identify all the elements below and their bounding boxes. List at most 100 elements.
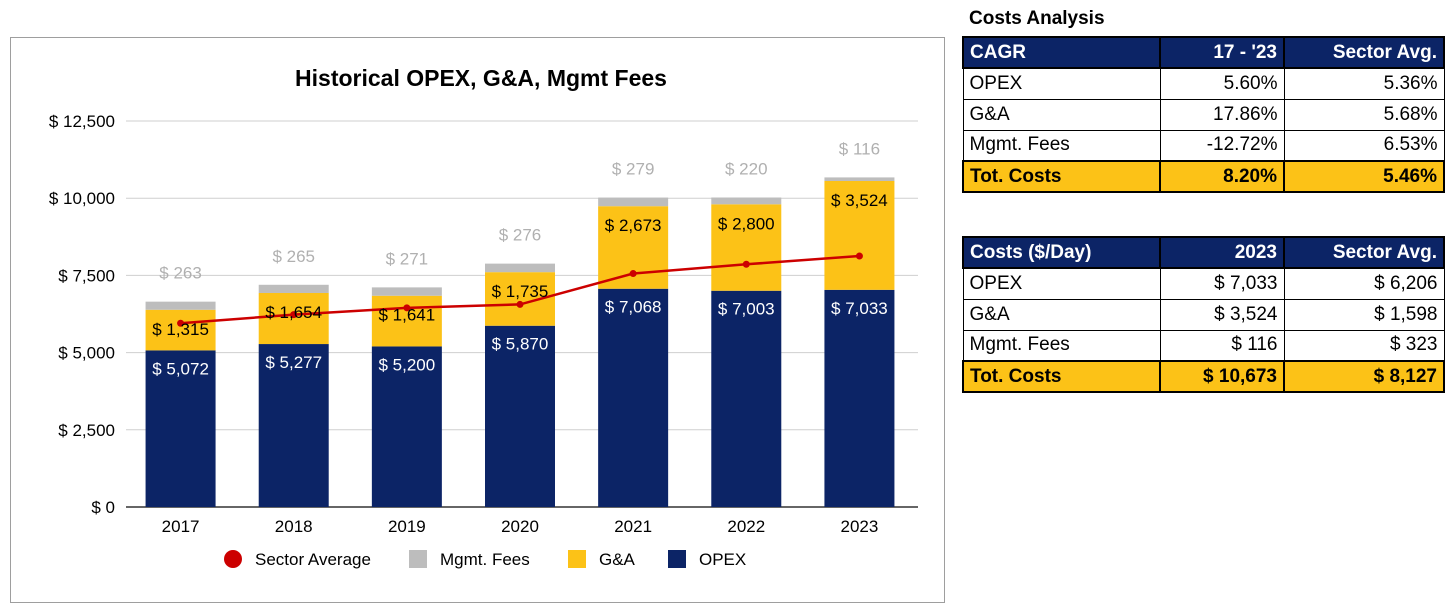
sector-average-point (855, 252, 863, 260)
x-tick-label: 2023 (841, 517, 879, 536)
sector-average-point (742, 260, 750, 268)
value-2023: $ 7,033 (1159, 267, 1285, 300)
stacked-bar-chart: Historical OPEX, G&A, Mgmt Fees $ 0 $ 2,50… (49, 65, 918, 569)
data-label-mgmt-fees: $ 271 (386, 249, 429, 268)
bar-segment-opex (371, 346, 442, 507)
data-label-opex: $ 5,277 (265, 353, 322, 372)
data-label-opex: $ 7,068 (605, 298, 662, 317)
total-sector-avg: 5.46% (1283, 160, 1445, 193)
data-label-ga: $ 3,524 (831, 191, 888, 210)
bar-segment-mgmt-fees (258, 284, 329, 293)
row-label: Mgmt. Fees (962, 329, 1161, 362)
sector-average-point (290, 311, 298, 319)
sector-avg-value: 5.36% (1283, 67, 1445, 100)
data-label-mgmt-fees: $ 265 (272, 247, 315, 266)
total-label: Tot. Costs (962, 160, 1161, 193)
y-tick-label: $ 7,500 (58, 266, 115, 285)
y-tick-label: $ 10,000 (49, 189, 115, 208)
cagr-value: -12.72% (1159, 129, 1285, 162)
bar-segment-mgmt-fees (711, 197, 782, 205)
bar-segment-opex (258, 344, 329, 507)
bar-segment-g-a (145, 309, 216, 351)
cagr-value: 17.86% (1159, 98, 1285, 131)
total-row: Tot. Costs 8.20% 5.46% (962, 160, 1445, 193)
x-tick-label: 2019 (388, 517, 426, 536)
header-cell: CAGR (962, 36, 1161, 69)
data-label-opex: $ 5,870 (492, 335, 549, 354)
data-label-mgmt-fees: $ 220 (725, 159, 768, 178)
chart-panel: Historical OPEX, G&A, Mgmt Fees $ 0 $ 2,50… (10, 37, 945, 603)
y-tick-label: $ 0 (91, 498, 115, 517)
cagr-table: CAGR 17 - '23 Sector Avg. OPEX 5.60% 5.3… (962, 36, 1445, 193)
legend-label: OPEX (699, 550, 746, 569)
x-tick-label: 2022 (727, 517, 765, 536)
data-label-mgmt-fees: $ 263 (159, 264, 202, 283)
sector-average-point (403, 304, 411, 312)
header-cell: Sector Avg. (1283, 36, 1445, 69)
table-row: OPEX $ 7,033 $ 6,206 (962, 267, 1445, 300)
value-2023: $ 3,524 (1159, 298, 1285, 331)
data-label-ga: $ 2,800 (718, 214, 775, 233)
cagr-table-header: CAGR 17 - '23 Sector Avg. (962, 36, 1445, 69)
bar-segment-opex (711, 290, 782, 507)
data-label-opex: $ 5,072 (152, 359, 209, 378)
header-cell: 2023 (1159, 236, 1285, 269)
sector-avg-value: 6.53% (1283, 129, 1445, 162)
data-label-ga: $ 1,654 (265, 303, 322, 322)
data-label-opex: $ 7,003 (718, 300, 775, 319)
sector-avg-value: $ 6,206 (1283, 267, 1445, 300)
total-cagr: 8.20% (1159, 160, 1285, 193)
bar-segment-mgmt-fees (824, 177, 895, 181)
header-cell: 17 - '23 (1159, 36, 1285, 69)
sector-average-point (516, 300, 524, 308)
bar-segment-mgmt-fees (485, 263, 555, 273)
legend-label: Mgmt. Fees (440, 550, 530, 569)
sector-avg-value: $ 323 (1283, 329, 1445, 362)
total-sector-avg: $ 8,127 (1283, 360, 1445, 393)
x-tick-label: 2018 (275, 517, 313, 536)
header-cell: Sector Avg. (1283, 236, 1445, 269)
bar-segment-mgmt-fees (598, 197, 669, 207)
daily-costs-header: Costs ($/Day) 2023 Sector Avg. (962, 236, 1445, 269)
bar-segment-g-a (258, 292, 329, 345)
legend-label: Sector Average (255, 550, 371, 569)
x-tick-label: 2020 (501, 517, 539, 536)
costs-analysis-title: Costs Analysis (969, 8, 1105, 29)
y-tick-label: $ 2,500 (58, 421, 115, 440)
data-label-ga: $ 1,641 (378, 306, 435, 325)
y-tick-label: $ 5,000 (58, 344, 115, 363)
chart-title: Historical OPEX, G&A, Mgmt Fees (295, 65, 667, 91)
bar-segment-g-a (711, 204, 782, 291)
value-2023: $ 116 (1159, 329, 1285, 362)
data-label-mgmt-fees: $ 116 (839, 139, 880, 158)
legend-swatch-opex (668, 550, 686, 568)
data-label-ga: $ 1,735 (492, 282, 549, 301)
table-row: Mgmt. Fees $ 116 $ 323 (962, 329, 1445, 362)
x-tick-label: 2017 (162, 517, 200, 536)
total-label: Tot. Costs (962, 360, 1161, 393)
sector-average-point (177, 319, 185, 327)
data-label-opex: $ 7,033 (831, 299, 888, 318)
table-row: Mgmt. Fees -12.72% 6.53% (962, 129, 1445, 162)
legend-marker-sector-average (224, 550, 242, 568)
bar-segment-mgmt-fees (145, 301, 216, 310)
total-row: Tot. Costs $ 10,673 $ 8,127 (962, 360, 1445, 393)
data-label-mgmt-fees: $ 279 (612, 160, 655, 179)
legend-swatch-g-a (568, 550, 586, 568)
data-label-mgmt-fees: $ 276 (499, 226, 542, 245)
bar-segment-opex (598, 288, 669, 507)
table-row: OPEX 5.60% 5.36% (962, 67, 1445, 100)
row-label: OPEX (962, 267, 1161, 300)
data-label-opex: $ 5,200 (378, 355, 435, 374)
bar-segment-g-a (824, 180, 895, 290)
row-label: G&A (962, 298, 1161, 331)
table-row: G&A $ 3,524 $ 1,598 (962, 298, 1445, 331)
row-label: Mgmt. Fees (962, 129, 1161, 162)
bar-segment-mgmt-fees (371, 287, 442, 296)
sector-average-point (629, 270, 637, 278)
row-label: G&A (962, 98, 1161, 131)
bar-segment-opex (145, 350, 216, 507)
total-2023: $ 10,673 (1159, 360, 1285, 393)
daily-costs-table: Costs ($/Day) 2023 Sector Avg. OPEX $ 7,… (962, 236, 1445, 393)
sector-avg-value: 5.68% (1283, 98, 1445, 131)
